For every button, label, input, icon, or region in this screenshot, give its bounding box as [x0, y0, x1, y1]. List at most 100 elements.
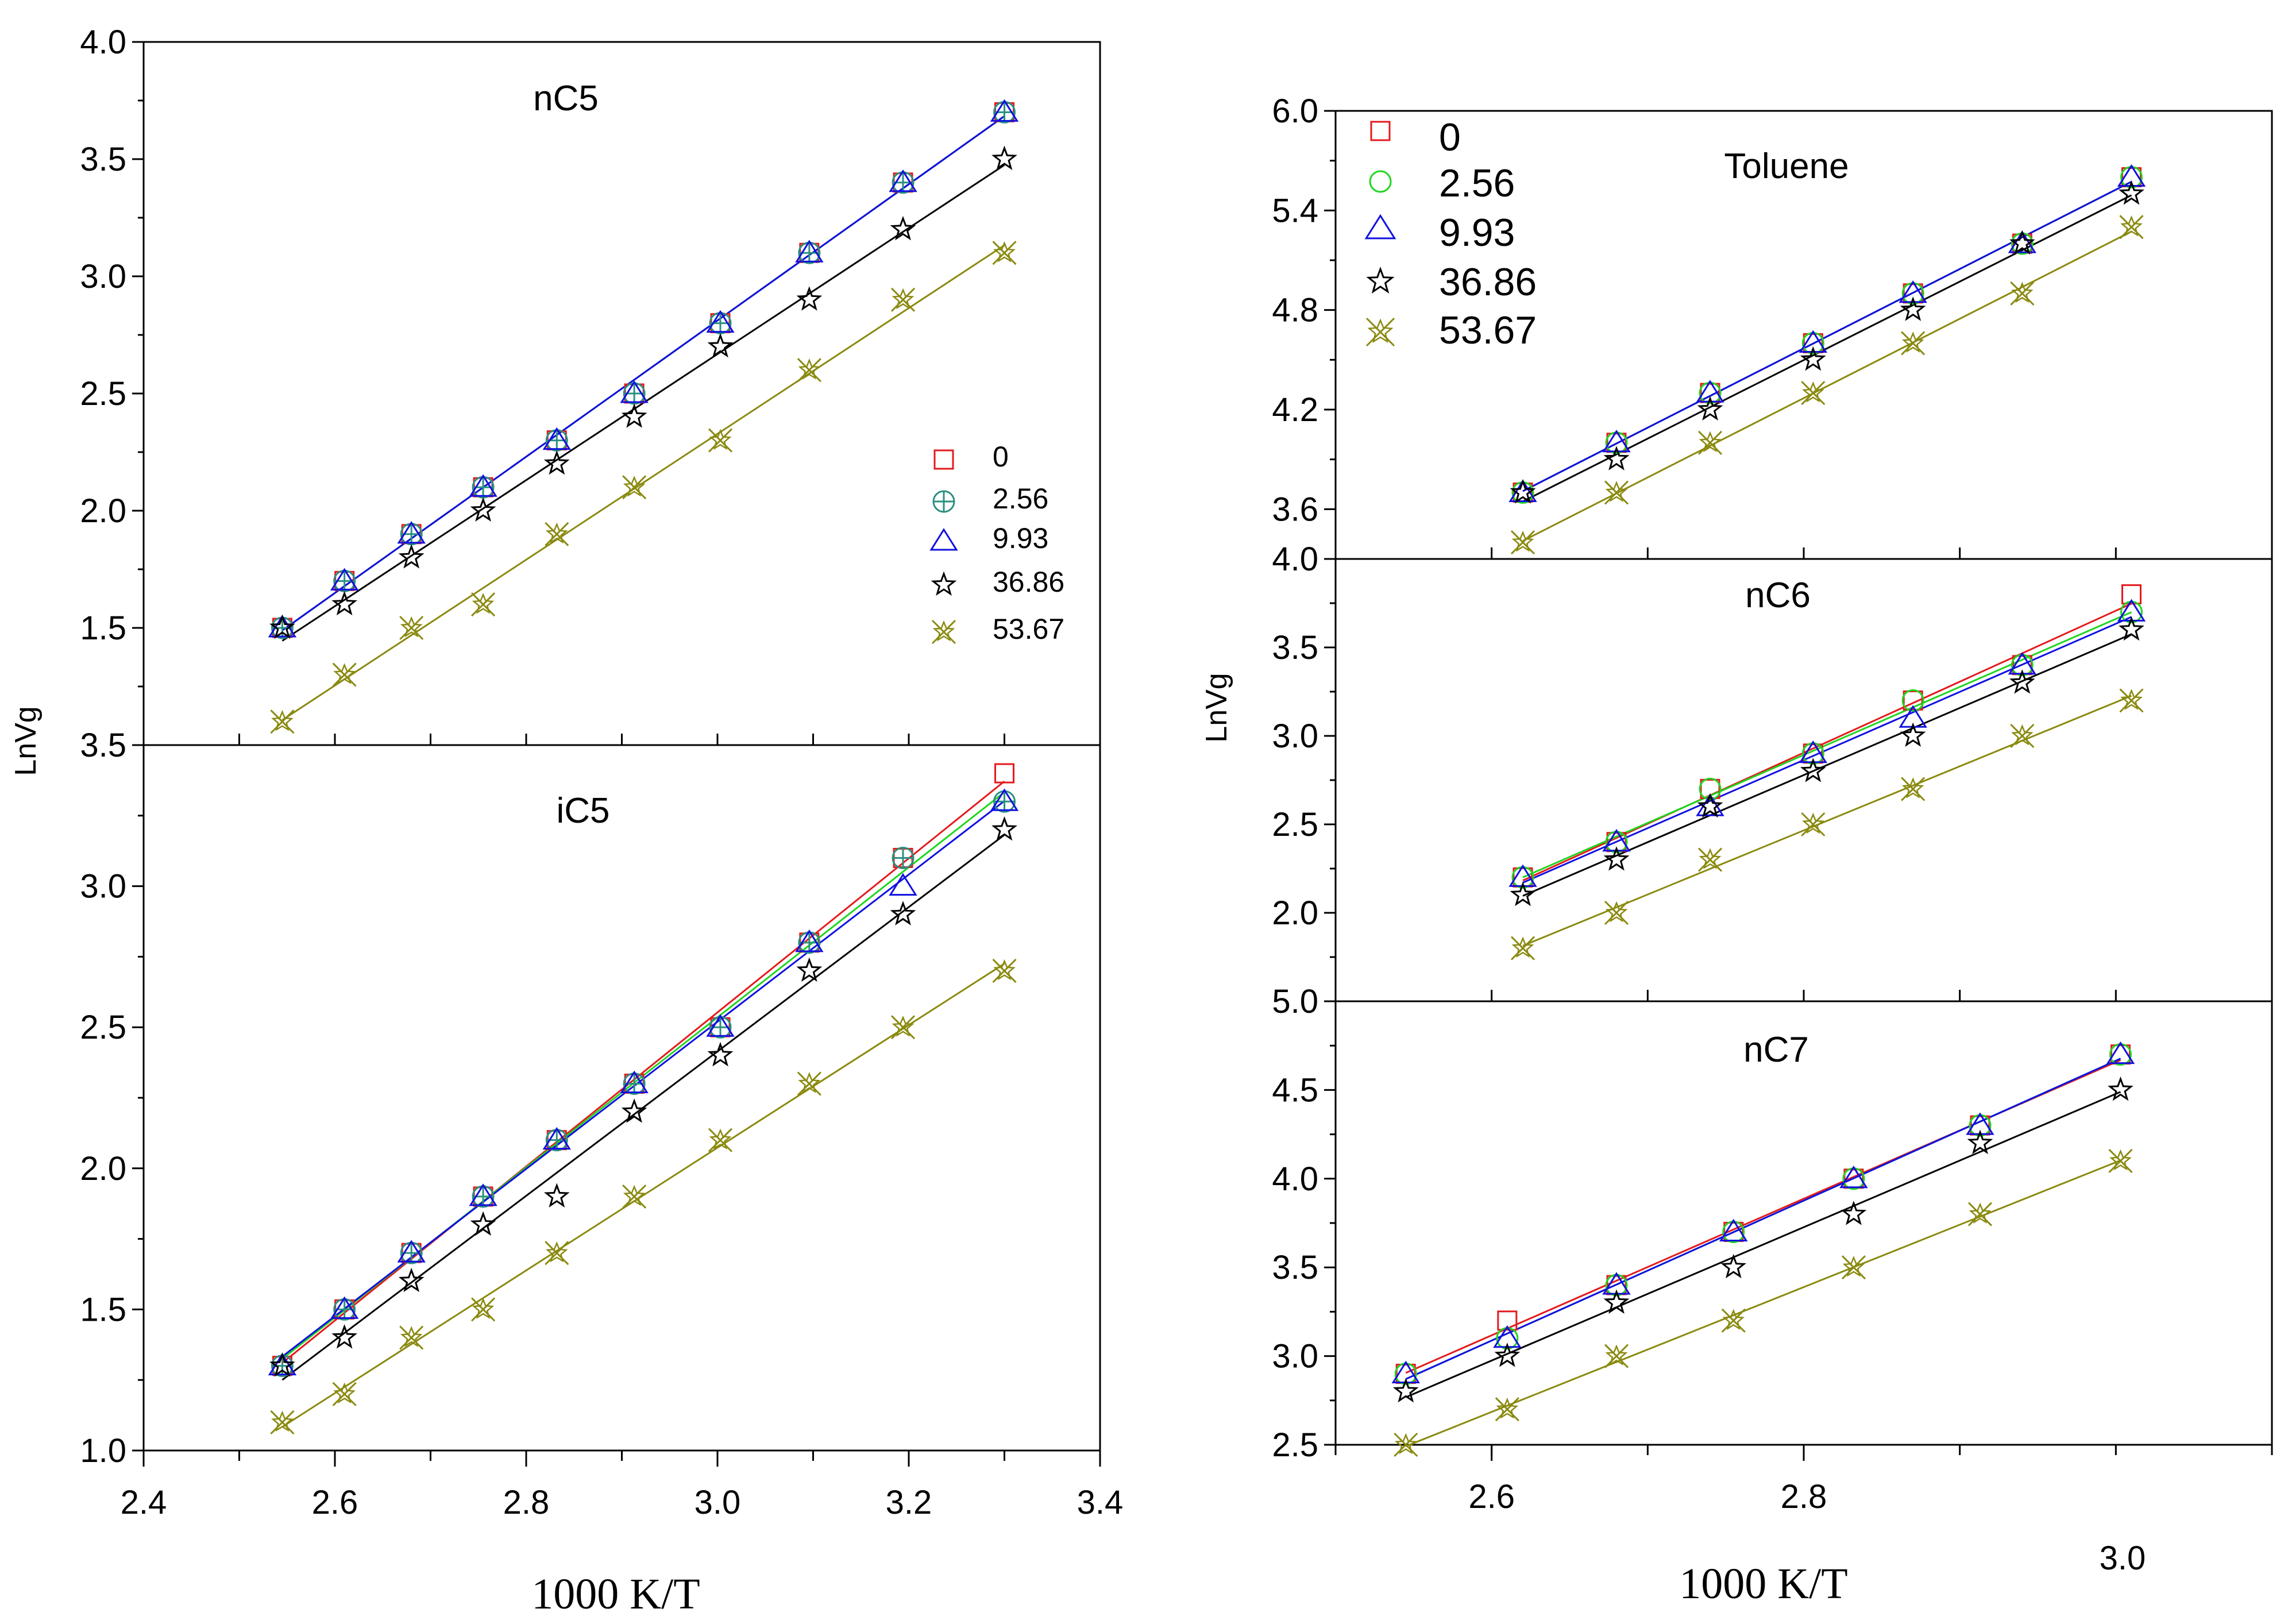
- series-points-nC5-9.93: [268, 99, 1019, 638]
- data-point: [1839, 1165, 1868, 1189]
- panel-title: nC6: [1745, 576, 1811, 615]
- data-point: [621, 403, 647, 428]
- x-tick-label: 3.0: [694, 1484, 741, 1521]
- data-point: [1603, 1289, 1630, 1314]
- series-nC5-53.67: [281, 244, 1005, 721]
- series-nC7-9.93: [1405, 1058, 2121, 1380]
- y-tick-label: 4.8: [1272, 292, 1318, 329]
- data-point: [542, 427, 571, 450]
- data-point: [1697, 847, 1723, 872]
- data-point: [890, 1015, 916, 1040]
- y-tick-label: 4.0: [1272, 541, 1318, 578]
- right-legend-entry-4: 53.67: [1365, 308, 1537, 352]
- panel-nC7: 2.5 3.0 3.5 4.0 4.5 5.0 2.6 2.8 nC7: [1272, 983, 2273, 1515]
- series-points-Toluene-53.67: [1510, 215, 2144, 555]
- series-fit-line: [281, 244, 1005, 721]
- panel-frame: [1334, 558, 2273, 1002]
- data-point: [991, 145, 1017, 170]
- legend-marker-circle: [1369, 170, 1392, 193]
- data-point: [992, 958, 1017, 983]
- series-points-iC5-53.67: [270, 958, 1017, 1434]
- data-point: [620, 380, 649, 403]
- series-Toluene-9.93: [1522, 180, 2132, 492]
- series-points-nC7-0: [1395, 1044, 2131, 1384]
- panel-Toluene: 3.6 4.2 4.8 5.4 6.0 Toluene: [1272, 92, 2273, 560]
- data-point: [1696, 380, 1724, 403]
- data-point: [2008, 230, 2037, 253]
- series-nC6-2.56: [1522, 611, 2132, 878]
- data-point: [1800, 758, 1826, 782]
- data-point: [270, 1410, 295, 1434]
- y-tick-label: 3.0: [1272, 1338, 1318, 1375]
- left-legend-entry-1: 2.56: [932, 483, 1048, 515]
- data-point: [1510, 881, 1536, 906]
- data-point: [470, 497, 496, 522]
- data-point: [622, 1184, 647, 1209]
- data-point: [1602, 429, 1631, 453]
- data-point: [2117, 164, 2146, 187]
- legend-marker-square: [933, 449, 954, 470]
- data-point: [1900, 296, 1926, 321]
- data-point: [796, 286, 823, 311]
- data-point: [1604, 480, 1629, 505]
- data-point: [621, 1098, 647, 1123]
- panel-frame: [142, 41, 1101, 746]
- data-point: [1801, 812, 1826, 837]
- left-legend-entry-0: 0: [933, 441, 1009, 473]
- data-point: [1967, 1129, 1993, 1155]
- y-tick-label: 3.5: [80, 141, 126, 178]
- y-tick-label: 2.5: [80, 1009, 126, 1046]
- data-point: [2106, 1041, 2135, 1064]
- y-tick-label: 3.0: [80, 258, 126, 295]
- data-point: [1799, 330, 1828, 353]
- series-fit-line: [281, 963, 1005, 1428]
- data-point: [268, 1352, 297, 1376]
- y-tick-label: 5.4: [1272, 192, 1318, 229]
- series-fit-line: [1405, 1091, 2121, 1398]
- data-point: [1801, 381, 1826, 406]
- series-points-Toluene-36.86: [1510, 180, 2144, 504]
- series-iC5-53.67: [281, 963, 1005, 1428]
- data-point: [1800, 346, 1826, 371]
- data-point: [397, 1240, 426, 1263]
- data-point: [543, 450, 570, 475]
- right-legend-entry-0: 0: [1370, 115, 1461, 159]
- data-point: [398, 1267, 425, 1293]
- left-legend-label-0: 0: [993, 441, 1009, 473]
- y-tick-label: 4.0: [80, 24, 126, 61]
- legend-marker-triangle: [929, 528, 958, 551]
- series-nC6-0: [1522, 603, 2132, 882]
- series-fit-line: [1405, 1058, 2121, 1380]
- series-points-iC5-9.93: [268, 788, 1019, 1376]
- data-point: [1841, 1201, 1867, 1225]
- left-legend: 0 2.56 9.93 36.86 53.67: [929, 441, 1064, 645]
- data-point: [471, 592, 496, 617]
- data-point: [331, 1324, 357, 1349]
- data-point: [2121, 584, 2142, 605]
- legend-marker-xstar: [931, 619, 956, 645]
- panel-frame: [142, 744, 1101, 1452]
- series-fit-line: [281, 115, 1005, 631]
- data-point: [332, 662, 357, 687]
- data-point: [708, 428, 733, 453]
- y-tick-label: 1.0: [80, 1432, 126, 1469]
- left-legend-label-3: 36.86: [993, 566, 1064, 598]
- data-point: [269, 1352, 295, 1377]
- series-iC5-36.86: [281, 834, 1005, 1381]
- data-point: [992, 241, 1017, 265]
- chart-panels: 1.52.02.53.03.54.0nC51.01.52.02.53.03.52…: [80, 24, 2273, 1521]
- right-legend-label-3: 36.86: [1439, 260, 1537, 304]
- series-nC7-53.67: [1405, 1159, 2121, 1447]
- data-point: [2009, 669, 2035, 694]
- y-tick-label: 2.5: [1272, 1426, 1318, 1464]
- data-point: [1495, 1397, 1519, 1422]
- data-point: [890, 287, 916, 312]
- series-points-nC6-0: [1513, 584, 2142, 888]
- left-y-axis-label: LnVg: [9, 706, 43, 776]
- series-fit-line: [281, 834, 1005, 1381]
- panel-title: nC5: [533, 79, 599, 118]
- series-nC6-9.93: [1522, 616, 2132, 884]
- panel-title: iC5: [556, 791, 609, 831]
- data-point: [1697, 793, 1723, 818]
